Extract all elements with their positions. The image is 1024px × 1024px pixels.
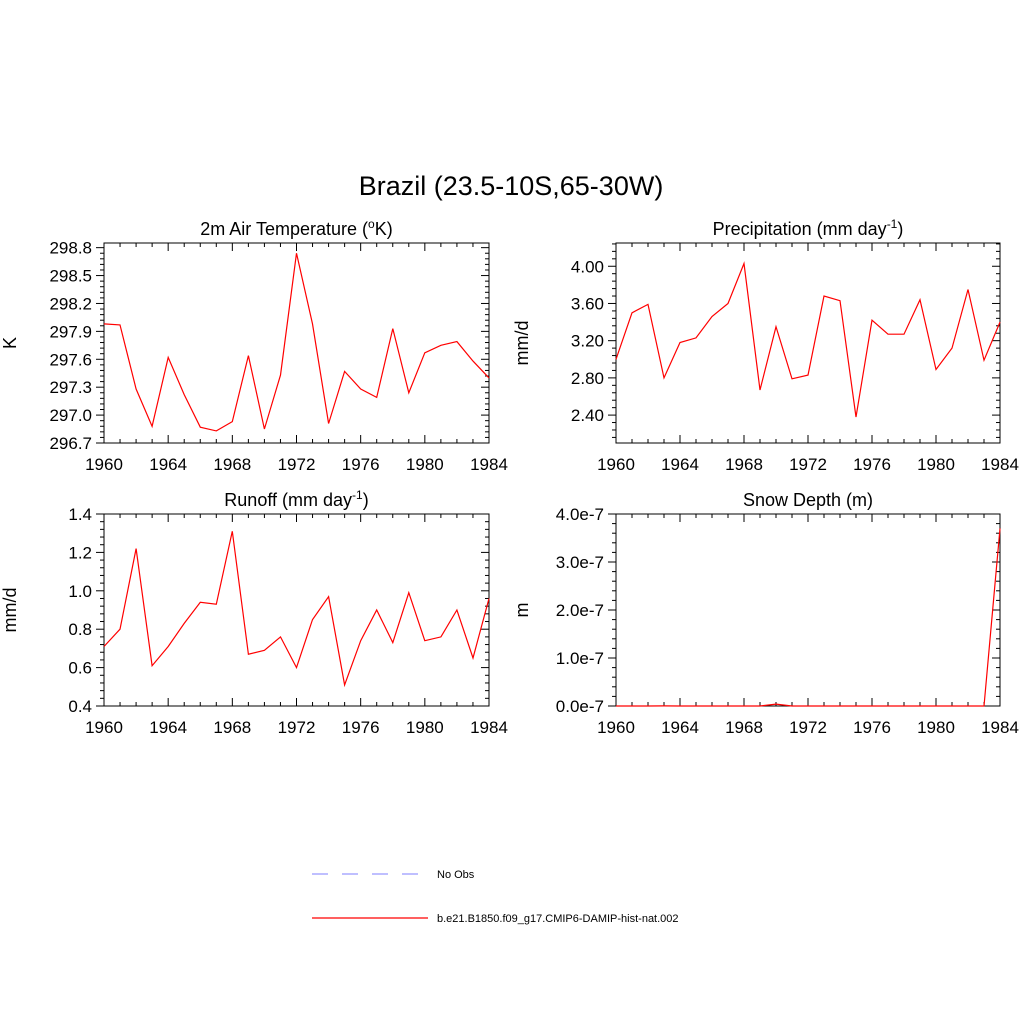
x-tick-label: 1976 — [853, 718, 891, 737]
y-tick-label: 0.8 — [68, 620, 92, 639]
y-axis-label: mm/d — [512, 321, 532, 366]
y-tick-label: 3.20 — [571, 332, 604, 351]
panel-title-sup: -1 — [887, 217, 898, 231]
series-line — [615, 261, 1001, 418]
x-tick-label: 1972 — [789, 455, 827, 474]
y-tick-label: 2.0e-7 — [556, 601, 604, 620]
x-tick-label: 1984 — [470, 718, 508, 737]
x-tick-label: 1972 — [278, 455, 316, 474]
x-tick-label: 1964 — [149, 718, 187, 737]
plot-frame — [615, 242, 1001, 444]
y-tick-label: 297.0 — [49, 406, 92, 425]
panel-title-sup: o — [368, 217, 375, 231]
y-tick-label: 4.0e-7 — [556, 505, 604, 524]
y-tick-label: 1.0e-7 — [556, 649, 604, 668]
panel-title: Precipitation (mm day-1) — [713, 217, 904, 239]
x-tick-label: 1968 — [725, 455, 763, 474]
x-tick-label: 1984 — [470, 455, 508, 474]
panel-title-text: Runoff (mm day — [224, 490, 352, 510]
y-tick-label: 2.80 — [571, 369, 604, 388]
plot-frame — [103, 513, 490, 707]
panels: 2m Air Temperature (oK) K 1960 1964 1968 1972… — [0, 217, 1019, 737]
x-tick-label: 1960 — [597, 718, 635, 737]
x-tick-label: 1976 — [853, 455, 891, 474]
panel-title-text: 2m Air Temperature ( — [200, 219, 368, 239]
plot-frame — [103, 242, 490, 444]
legend: No Obs b.e21.B1850.f09_g17.CMIP6-DAMIP-hi… — [312, 869, 679, 925]
x-tick-label: 1980 — [917, 718, 955, 737]
y-axis-label: m — [512, 603, 532, 618]
y-tick-label: 298.8 — [49, 239, 92, 258]
y-tick-label: 298.5 — [49, 267, 92, 286]
y-tick-label: 4.00 — [571, 257, 604, 276]
panel-title-after: ) — [363, 490, 369, 510]
x-tick-label: 1976 — [342, 455, 380, 474]
x-tick-label: 1980 — [406, 718, 444, 737]
panel-title-after: ) — [897, 219, 903, 239]
figure-title: Brazil (23.5-10S,65-30W) — [359, 171, 664, 201]
x-tick-label: 1984 — [981, 455, 1019, 474]
x-tick-label: 1968 — [213, 718, 251, 737]
y-tick-label: 1.2 — [68, 543, 92, 562]
y-tick-label: 0.4 — [68, 697, 92, 716]
y-tick-label: 0.6 — [68, 659, 92, 678]
x-tick-label: 1960 — [597, 455, 635, 474]
y-axis-label: mm/d — [0, 588, 20, 633]
x-tick-label: 1960 — [85, 718, 123, 737]
plot-frame — [615, 513, 1001, 707]
y-tick-label: 1.0 — [68, 582, 92, 601]
y-tick-label: 2.40 — [571, 406, 604, 425]
x-tick-label: 1984 — [981, 718, 1019, 737]
series-line — [616, 528, 1001, 707]
x-tick-label: 1972 — [789, 718, 827, 737]
panel-title-after: K) — [375, 219, 393, 239]
y-tick-label: 298.2 — [49, 294, 92, 313]
x-tick-label: 1964 — [661, 718, 699, 737]
x-tick-label: 1976 — [342, 718, 380, 737]
panel-title-text: Precipitation (mm day — [713, 219, 887, 239]
panel-3: Runoff (mm day-1) mm/d 1960 1964 1968 1972 197… — [0, 488, 508, 737]
panel-4: Snow Depth (m) m 1960 1964 1968 1972 1976 1980 1… — [512, 490, 1019, 737]
x-tick-label: 1964 — [149, 455, 187, 474]
y-tick-label: 297.6 — [49, 350, 92, 369]
y-tick-label: 296.7 — [49, 434, 92, 453]
panel-title: Snow Depth (m) — [743, 490, 873, 510]
x-tick-label: 1968 — [213, 455, 251, 474]
x-tick-label: 1972 — [278, 718, 316, 737]
x-tick-label: 1980 — [406, 455, 444, 474]
x-tick-label: 1964 — [661, 455, 699, 474]
series-line — [103, 253, 490, 432]
y-tick-label: 1.4 — [68, 505, 92, 524]
legend-label: No Obs — [437, 869, 475, 881]
legend-label: b.e21.B1850.f09_g17.CMIP6-DAMIP-hist-nat… — [437, 913, 679, 925]
x-tick-label: 1968 — [725, 718, 763, 737]
y-tick-label: 297.9 — [49, 322, 92, 341]
panel-title-text: Snow Depth (m) — [743, 490, 873, 510]
y-tick-label: 3.0e-7 — [556, 553, 604, 572]
y-tick-label: 297.3 — [49, 378, 92, 397]
panel-1: 2m Air Temperature (oK) K 1960 1964 1968 1972… — [0, 217, 508, 474]
y-axis-label: K — [0, 337, 20, 349]
panel-2: Precipitation (mm day-1) mm/d 1960 1964 1968… — [512, 217, 1019, 474]
panel-title: Runoff (mm day-1) — [224, 488, 368, 510]
panel-title-sup: -1 — [352, 488, 363, 502]
panel-title: 2m Air Temperature (oK) — [200, 217, 392, 239]
y-tick-label: 0.0e-7 — [556, 697, 604, 716]
x-tick-label: 1980 — [917, 455, 955, 474]
y-tick-label: 3.60 — [571, 294, 604, 313]
x-tick-label: 1960 — [85, 455, 123, 474]
series-line — [103, 531, 490, 688]
